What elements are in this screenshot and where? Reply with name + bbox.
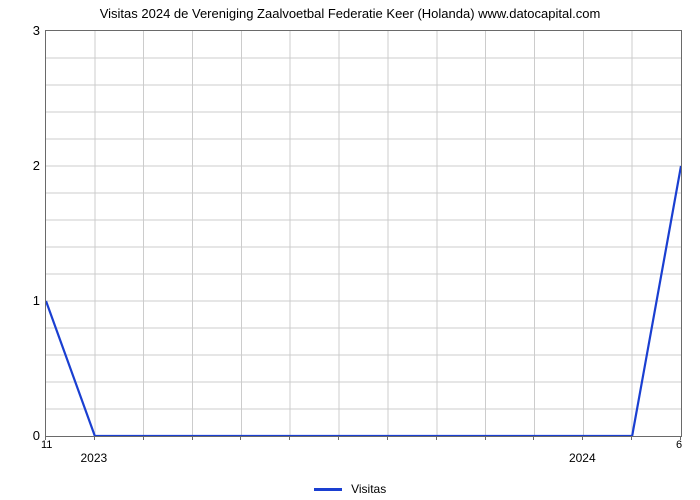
legend: Visitas xyxy=(0,481,700,496)
x-year-label: 2024 xyxy=(562,451,602,465)
x-tick-mark xyxy=(631,436,632,440)
x-tick-mark xyxy=(94,436,95,440)
x-tick-mark xyxy=(485,436,486,440)
legend-swatch xyxy=(314,488,342,491)
x-corner-right: 6 xyxy=(676,439,682,451)
x-tick-mark xyxy=(436,436,437,440)
y-tick-label: 3 xyxy=(10,23,40,38)
x-tick-mark xyxy=(192,436,193,440)
x-corner-left: 11 xyxy=(41,439,52,451)
plot-svg xyxy=(46,31,681,436)
x-tick-mark xyxy=(533,436,534,440)
x-tick-mark xyxy=(240,436,241,440)
x-tick-mark xyxy=(582,436,583,440)
x-tick-mark xyxy=(289,436,290,440)
x-tick-mark xyxy=(387,436,388,440)
x-tick-mark xyxy=(338,436,339,440)
y-tick-label: 2 xyxy=(10,158,40,173)
x-tick-mark xyxy=(143,436,144,440)
chart-container: Visitas 2024 de Vereniging Zaalvoetbal F… xyxy=(0,0,700,500)
y-tick-label: 0 xyxy=(10,428,40,443)
y-tick-label: 1 xyxy=(10,293,40,308)
x-year-label: 2023 xyxy=(74,451,114,465)
plot-area xyxy=(45,30,682,437)
chart-title: Visitas 2024 de Vereniging Zaalvoetbal F… xyxy=(0,6,700,21)
legend-label: Visitas xyxy=(351,482,386,496)
